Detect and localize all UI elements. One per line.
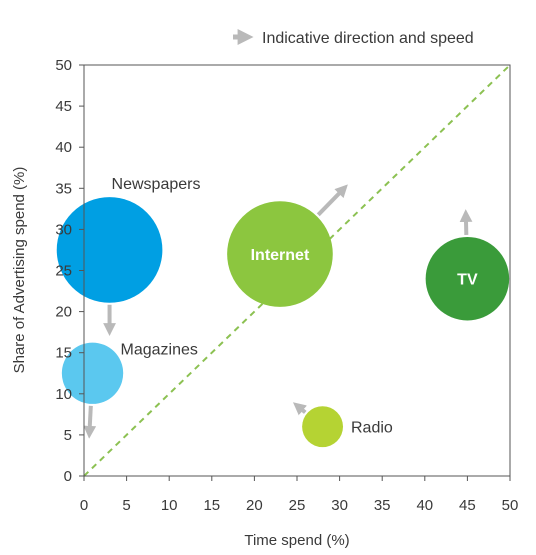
x-tick-label: 25	[289, 497, 306, 514]
label-newspapers: Newspapers	[112, 176, 201, 193]
label-radio: Radio	[351, 420, 393, 437]
bubble-internet	[227, 201, 333, 307]
bubble-magazines	[61, 342, 124, 404]
x-axis-title: Time spend (%)	[244, 532, 349, 549]
y-tick-label: 20	[55, 304, 72, 321]
label-internet: Internet	[251, 247, 310, 264]
y-tick-label: 10	[55, 386, 72, 403]
x-tick-label: 0	[80, 497, 88, 514]
x-tick-label: 20	[246, 497, 263, 514]
x-tick-label: 5	[122, 497, 130, 514]
x-tick-label: 10	[161, 497, 178, 514]
label-tv: TV	[457, 272, 478, 289]
y-tick-label: 40	[55, 139, 72, 156]
y-axis-title: Share of Advertising spend (%)	[11, 167, 28, 374]
y-tick-label: 25	[55, 263, 72, 280]
legend: Indicative direction and speed	[233, 28, 474, 47]
arrow-magazines	[83, 405, 97, 439]
label-magazines: Magazines	[121, 341, 198, 358]
y-tick-label: 50	[55, 57, 72, 74]
bubble-radio	[302, 406, 344, 448]
arrow-internet	[316, 184, 348, 217]
y-tick-label: 30	[55, 221, 72, 238]
y-tick-label: 15	[55, 345, 72, 362]
y-tick-label: 35	[55, 180, 72, 197]
x-tick-label: 50	[502, 497, 519, 514]
legend-label: Indicative direction and speed	[262, 30, 474, 47]
x-tick-label: 45	[459, 497, 476, 514]
x-tick-label: 30	[331, 497, 348, 514]
y-tick-label: 5	[64, 427, 72, 444]
x-tick-label: 35	[374, 497, 391, 514]
bubble-newspapers	[56, 197, 163, 303]
y-tick-label: 0	[64, 468, 72, 485]
y-tick-label: 45	[55, 98, 72, 115]
x-tick-label: 40	[416, 497, 433, 514]
bubble-tv	[425, 236, 510, 321]
arrow-radio	[292, 402, 307, 416]
x-tick-label: 15	[203, 497, 220, 514]
